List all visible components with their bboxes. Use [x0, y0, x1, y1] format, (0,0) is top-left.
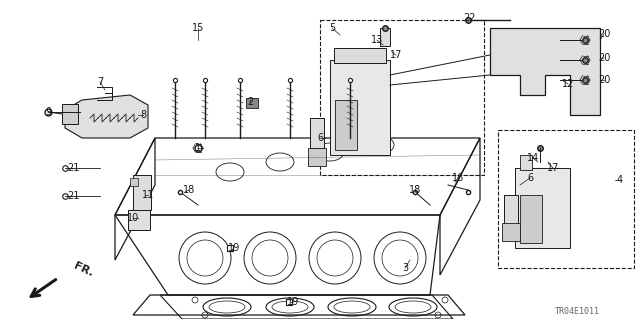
- Bar: [62, 104, 78, 124]
- Text: 15: 15: [192, 23, 204, 33]
- Text: 2: 2: [247, 97, 253, 107]
- Text: 3: 3: [402, 263, 408, 273]
- Text: 11: 11: [142, 190, 154, 200]
- Text: 14: 14: [527, 153, 539, 163]
- Text: 7: 7: [97, 77, 103, 87]
- Bar: [335, 100, 357, 150]
- Text: 19: 19: [287, 297, 299, 307]
- Bar: [330, 60, 390, 155]
- Text: 6: 6: [317, 133, 323, 143]
- Bar: [498, 130, 634, 268]
- Text: 12: 12: [562, 79, 574, 89]
- Text: 18: 18: [409, 185, 421, 195]
- Text: 17: 17: [547, 163, 559, 173]
- Text: 17: 17: [390, 50, 402, 60]
- Bar: [320, 20, 484, 175]
- Bar: [310, 118, 324, 148]
- Text: 5: 5: [329, 23, 335, 33]
- Text: 22: 22: [464, 13, 476, 23]
- Polygon shape: [65, 95, 148, 138]
- Text: 18: 18: [183, 185, 195, 195]
- Text: 21: 21: [67, 163, 79, 173]
- Bar: [502, 223, 520, 241]
- Bar: [504, 195, 518, 225]
- Text: 9: 9: [45, 107, 51, 117]
- Text: 1: 1: [195, 143, 201, 153]
- Bar: [246, 98, 258, 108]
- Bar: [380, 28, 390, 46]
- Text: FR.: FR.: [72, 260, 95, 278]
- Polygon shape: [490, 28, 600, 115]
- Text: 20: 20: [598, 53, 610, 63]
- Bar: [520, 195, 542, 243]
- Text: TR04E1011: TR04E1011: [555, 307, 600, 316]
- Bar: [128, 210, 150, 230]
- Bar: [133, 175, 151, 210]
- Text: 20: 20: [598, 75, 610, 85]
- Bar: [520, 155, 532, 170]
- Text: 6: 6: [527, 173, 533, 183]
- Text: 10: 10: [127, 213, 139, 223]
- Text: 4: 4: [617, 175, 623, 185]
- Bar: [308, 148, 326, 166]
- Text: 8: 8: [140, 110, 146, 120]
- Text: 16: 16: [452, 173, 464, 183]
- Text: 21: 21: [67, 191, 79, 201]
- Bar: [334, 48, 386, 63]
- Text: 20: 20: [598, 29, 610, 39]
- Text: 19: 19: [228, 243, 240, 253]
- Bar: [130, 178, 138, 186]
- Text: 13: 13: [371, 35, 383, 45]
- Bar: [515, 168, 570, 248]
